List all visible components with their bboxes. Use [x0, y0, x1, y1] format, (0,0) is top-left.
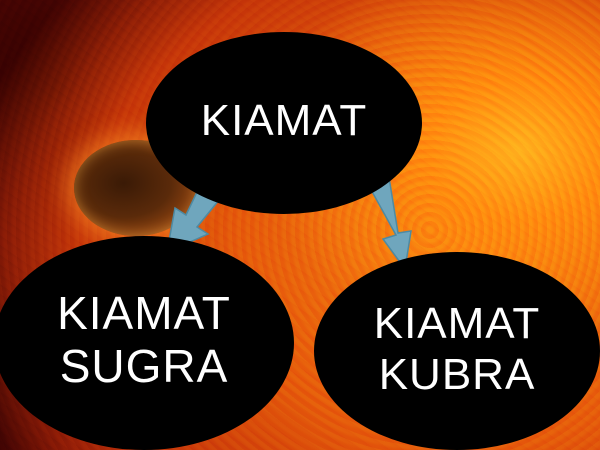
child-node-sugra-label: KIAMAT SUGRA: [57, 287, 231, 392]
root-node-label: KIAMAT: [200, 95, 368, 145]
root-node: KIAMAT: [146, 32, 422, 214]
child-node-sugra: KIAMAT SUGRA: [0, 236, 294, 450]
child-node-kubra: KIAMAT KUBRA: [314, 252, 600, 450]
child-node-kubra-label: KIAMAT KUBRA: [373, 299, 541, 399]
